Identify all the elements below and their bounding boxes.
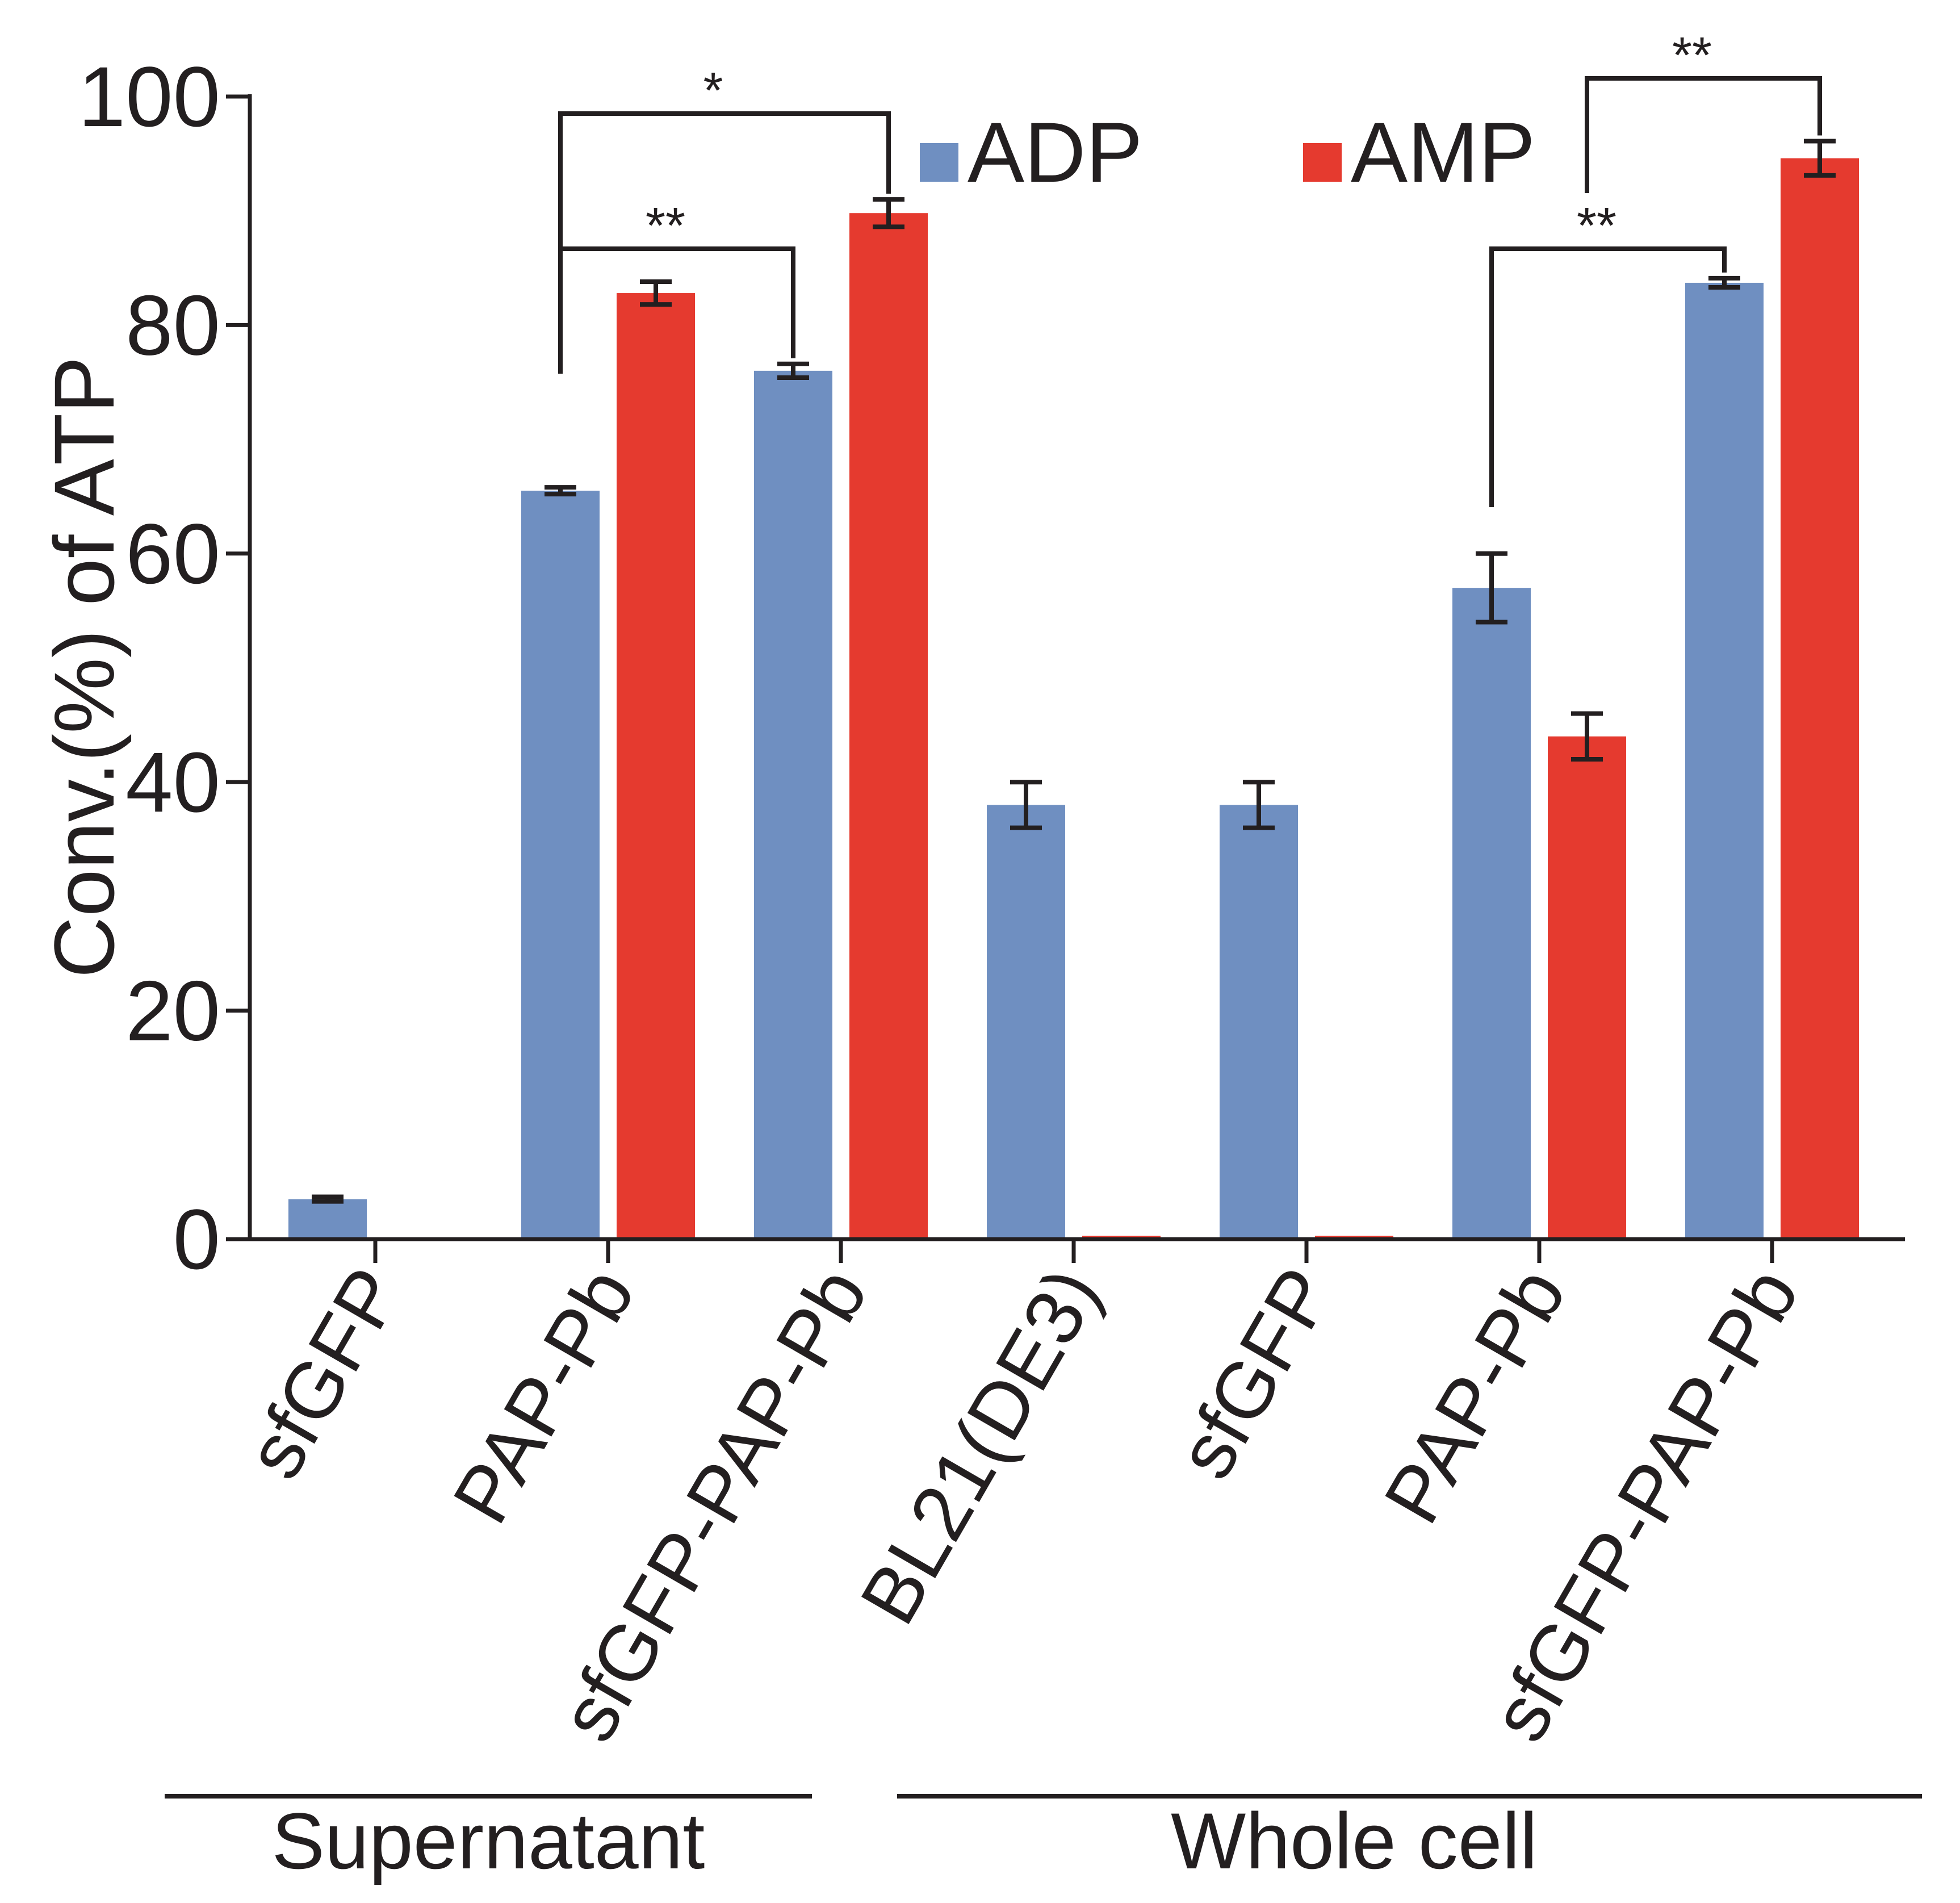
significance-label: ** (646, 198, 685, 254)
error-bar-adp-0 (312, 1194, 344, 1204)
y-tick-label-20: 20 (125, 963, 220, 1059)
error-bar-adp-4 (1243, 780, 1275, 830)
significance-label: * (703, 62, 723, 119)
error-bar-adp-5 (1476, 551, 1507, 625)
bar-amp-5 (1548, 736, 1626, 1239)
error-bar-adp-1 (545, 485, 576, 497)
significance-bracket-1: * (558, 62, 891, 374)
bar-adp-2 (754, 370, 832, 1239)
significance-bracket-line (1585, 76, 1822, 193)
group-whole-cell: Whole cell (897, 1794, 1922, 1885)
group-label: Supernatant (272, 1796, 705, 1885)
bar-adp-6 (1685, 282, 1764, 1239)
bar-amp-6 (1781, 158, 1859, 1240)
bar-adp-4 (1220, 805, 1298, 1239)
error-bar-amp-6 (1804, 139, 1836, 178)
group-supernatant: Supernatant (165, 1794, 812, 1885)
bar-amp-2 (849, 213, 928, 1239)
axes-layer (226, 94, 1905, 1263)
significance-bracket-line (558, 111, 891, 374)
significance-layer: ******* (558, 27, 1822, 507)
bar-adp-1 (521, 491, 600, 1239)
error-bars-layer (312, 139, 1836, 1204)
legend-swatch-adp (920, 143, 958, 182)
error-bar-amp-5 (1571, 711, 1603, 762)
bar-adp-0 (288, 1199, 367, 1239)
legend-swatch-amp (1303, 143, 1342, 182)
group-label: Whole cell (1171, 1796, 1538, 1885)
error-bar-adp-3 (1010, 780, 1042, 830)
significance-label: ** (1672, 27, 1712, 84)
legend-label-adp: ADP (968, 104, 1142, 200)
group-labels-layer: Supernatant Whole cell (165, 1794, 1922, 1885)
error-bar-adp-2 (777, 361, 809, 380)
error-bar-amp-2 (873, 197, 904, 229)
legend-item-amp: AMP (1303, 104, 1535, 200)
legend: ADP AMP (920, 104, 1535, 200)
y-tick-label-0: 0 (173, 1191, 220, 1287)
significance-bracket-2: ** (1489, 198, 1727, 507)
significance-label: ** (1577, 198, 1616, 254)
error-bar-amp-1 (640, 279, 672, 307)
significance-bracket-line (1489, 246, 1727, 507)
y-tick-label-80: 80 (125, 277, 220, 373)
y-axis-title: Conv.(%) of ATP (36, 357, 132, 978)
legend-label-amp: AMP (1351, 104, 1535, 200)
bar-adp-5 (1452, 588, 1531, 1239)
error-bar-adp-6 (1708, 275, 1740, 290)
y-tick-label-100: 100 (78, 49, 220, 144)
y-tick-label-60: 60 (125, 506, 220, 601)
bars-layer (288, 158, 1859, 1240)
bar-amp-1 (617, 293, 695, 1240)
legend-item-adp: ADP (920, 104, 1142, 200)
significance-bracket-3: ** (1585, 27, 1822, 193)
bar-adp-3 (987, 805, 1065, 1239)
y-tick-label-40: 40 (125, 734, 220, 830)
